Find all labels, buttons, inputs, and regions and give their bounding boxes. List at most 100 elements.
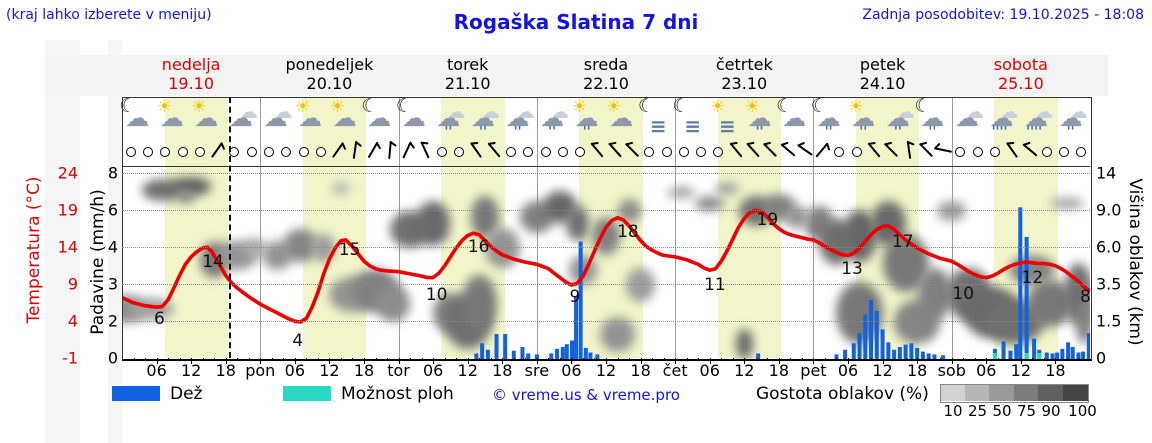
- cloud-density-scale-segment: [1013, 384, 1039, 401]
- x-axis-label-sre: sre: [524, 361, 550, 380]
- x-axis-tick: [686, 358, 688, 361]
- calm-wind-icon: [678, 147, 689, 157]
- drops-glyph: '': [893, 125, 902, 140]
- calm-wind-icon: [575, 147, 586, 157]
- wind-barb-icon: [1002, 140, 1022, 164]
- day-name: petek: [859, 55, 906, 74]
- daylight-band: [302, 97, 367, 358]
- daylight-band: [164, 97, 228, 358]
- day-name: nedelja: [161, 55, 221, 74]
- precipitation-tick-label: 6: [107, 200, 118, 220]
- value-gridline: [122, 284, 1090, 285]
- x-axis-tick: [364, 358, 365, 364]
- rain-bar: [526, 353, 531, 359]
- wind-barb-icon: [397, 140, 417, 164]
- calm-wind-icon: [160, 147, 171, 157]
- x-axis-tick: [548, 358, 550, 361]
- x-axis-label-12: 12: [734, 361, 755, 380]
- x-axis-tick: [283, 358, 285, 361]
- x-axis-tick: [202, 358, 204, 361]
- cloud-density-scale-segment: [964, 384, 990, 401]
- cloudA-glyph: ☁: [229, 104, 253, 132]
- moon-cloud-icon: ☾ ☁: [361, 97, 399, 140]
- cloud-density-scale-number: 10: [943, 402, 963, 420]
- day-name: sobota: [993, 55, 1048, 74]
- wind-barb-icon: [345, 140, 365, 164]
- wind-barb-icon: [899, 140, 919, 164]
- rain-bar: [549, 353, 554, 359]
- calm-wind-icon: [557, 147, 568, 157]
- x-axis-tick: [928, 358, 930, 361]
- cloudB-glyph: ☁: [965, 101, 984, 123]
- day-date: 25.10: [997, 74, 1044, 93]
- cloudA-glyph: ☁: [125, 104, 150, 132]
- temp-value-label: 4: [292, 330, 304, 351]
- cloudA-glyph: ☁: [367, 104, 392, 132]
- x-axis-tick: [571, 358, 573, 364]
- cloudA-glyph: ☁: [505, 104, 530, 132]
- x-axis-tick: [790, 358, 792, 361]
- left-gutter-strip-2: [108, 40, 122, 443]
- temp-value-label: 8: [1079, 287, 1091, 308]
- x-axis-tick: [732, 358, 734, 361]
- cloud-height-tick-label: 3.5: [1096, 274, 1122, 294]
- x-axis-tick: [594, 358, 596, 361]
- cloudB-glyph: ☁: [239, 101, 258, 123]
- cloudB-glyph: ☁: [550, 101, 570, 123]
- cloudA-glyph: ☁: [263, 104, 288, 132]
- rain-bar: [574, 296, 579, 359]
- rain-bar: [857, 333, 862, 359]
- calm-circle: [834, 147, 845, 157]
- calm-circle: [246, 147, 257, 157]
- x-axis-tick: [652, 358, 654, 361]
- wind-barb-icon: [795, 140, 815, 164]
- x-axis-tick: [352, 358, 354, 361]
- sun-rain-icon: ☀ ☁ '': [571, 99, 607, 140]
- cloud-icon: ☁ ☁: [225, 100, 261, 140]
- x-axis-tick: [559, 358, 561, 361]
- sun-cloud-icon: ☀ ☁: [156, 99, 192, 140]
- x-axis-label-18: 18: [215, 361, 236, 380]
- x-axis-tick: [1020, 358, 1022, 364]
- x-axis-label-18: 18: [768, 361, 790, 380]
- wind-barb-icon: [328, 140, 348, 164]
- fog-glyph: ≡: [719, 114, 736, 138]
- calm-wind-icon: [125, 147, 136, 157]
- x-axis-tick: [940, 358, 942, 361]
- wind-barb-icon: [380, 140, 400, 164]
- moon-cloud-icon: ☾ ☁: [776, 97, 814, 140]
- x-axis-tick: [606, 358, 607, 364]
- cloud-density-scale-segment: [940, 384, 965, 401]
- rain-icon: ☁ ☁ '': [432, 100, 468, 140]
- cloudA-glyph: ☁: [540, 104, 565, 132]
- cloudA-glyph: ☁: [782, 104, 807, 132]
- sun-cloud-icon: ☀ ☁: [329, 99, 365, 140]
- calm-circle: [851, 147, 862, 157]
- temperature-tick-label: 14: [57, 237, 78, 257]
- calm-circle: [298, 147, 309, 157]
- calm-circle: [678, 147, 689, 157]
- moon-rain-icon: ☾ ☁ '': [914, 97, 952, 140]
- calm-wind-icon: [523, 147, 534, 157]
- calm-circle: [125, 147, 136, 157]
- cloudA-glyph: ☁: [920, 104, 945, 132]
- rain-bar: [1055, 352, 1060, 359]
- heavy-rain-icon: ☁ ☁ '''': [986, 100, 1022, 140]
- day-header-petek: petek 24.10: [813, 55, 951, 96]
- moon-cloud-icon: ☾ ☁: [119, 97, 157, 140]
- cloudB-glyph: ☁: [1034, 101, 1054, 123]
- cloudA-glyph: ☁: [574, 104, 599, 132]
- wind-barb-icon: [864, 140, 884, 164]
- cloudA-glyph: ☁: [1058, 104, 1083, 132]
- copyright-text: © vreme.us & vreme.pro: [492, 386, 680, 404]
- x-axis-label-06: 06: [146, 361, 167, 380]
- cloud-density-blob: [600, 316, 635, 353]
- x-axis-tick: [871, 358, 873, 361]
- x-axis-tick: [317, 358, 319, 361]
- rain-bar: [909, 343, 914, 359]
- calm-wind-icon: [263, 147, 274, 157]
- drops-glyph: '': [928, 125, 937, 140]
- moon-fog-icon: ☾ ≡: [638, 97, 676, 140]
- rain-bar: [903, 344, 908, 359]
